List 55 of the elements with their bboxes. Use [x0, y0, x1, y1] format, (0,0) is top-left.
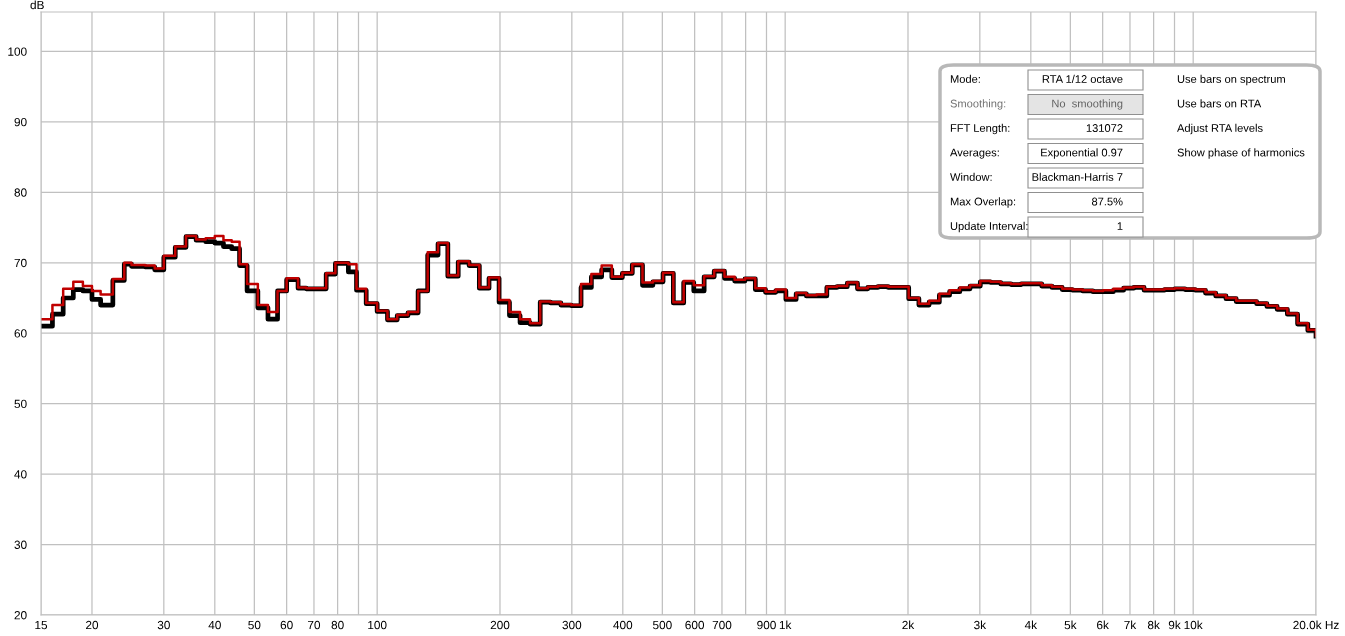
- x-tick-label: 200: [490, 620, 510, 630]
- x-tick-label: 100: [368, 620, 387, 630]
- x-tick-label: 2k: [902, 620, 915, 630]
- annotation: Window:: [950, 172, 992, 181]
- x-tick-label: 600: [685, 620, 705, 630]
- annotation: Blackman-Harris 7: [1032, 172, 1123, 181]
- annotation: Max Overlap:: [950, 197, 1016, 208]
- x-tick-label: 7k: [1124, 620, 1137, 630]
- x-tick-label: 500: [652, 620, 672, 630]
- y-tick-label: 80: [14, 188, 27, 197]
- x-tick-label: 30: [157, 620, 170, 630]
- x-tick-label: 60: [280, 620, 293, 630]
- annotation: Use bars on RTA: [1177, 99, 1262, 108]
- annotation: No smoothing: [1052, 99, 1123, 110]
- annotation: Use bars on spectrum: [1177, 74, 1285, 86]
- x-tick-label: 15: [35, 620, 48, 630]
- x-tick-label: 20: [86, 620, 99, 630]
- annotation: FFT Length:: [950, 123, 1010, 135]
- x-tick-label: 8k: [1147, 620, 1160, 630]
- y-axis-title: dB: [30, 0, 44, 10]
- x-tick-label: 900: [757, 620, 776, 630]
- annotation: Smoothing:: [950, 99, 1006, 110]
- y-tick-label: 30: [14, 540, 27, 549]
- y-tick-label: 40: [14, 470, 27, 479]
- annotation: Show phase of harmonics: [1177, 148, 1305, 159]
- annotation: 87.5%: [1091, 197, 1123, 206]
- annotation: 1: [1117, 222, 1123, 230]
- annotation: Averages:: [950, 148, 999, 159]
- annotation: Update Interval:: [950, 221, 1028, 233]
- x-tick-label: 40: [208, 620, 221, 630]
- annotation: 131072: [1086, 124, 1123, 132]
- x-tick-label: 4k: [1024, 620, 1038, 630]
- x-tick-label: 9k: [1168, 620, 1181, 630]
- x-tick-label: 6k: [1097, 620, 1109, 630]
- y-tick-label: 70: [14, 258, 27, 268]
- annotation: RTA 1/12 octave: [1042, 74, 1123, 83]
- x-tick-label: 700: [712, 620, 732, 630]
- annotation: Exponential 0.97: [1041, 148, 1123, 159]
- y-tick-label: 60: [14, 329, 27, 338]
- x-tick-label: 400: [613, 620, 633, 630]
- y-tick-label: 100: [8, 47, 27, 56]
- x-tick-label: 1k: [779, 620, 792, 630]
- x-tick-label: 20.0k Hz: [1293, 620, 1339, 630]
- x-tick-label: 50: [248, 620, 261, 630]
- x-tick-label: 80: [331, 620, 344, 630]
- y-tick-label: 20: [14, 611, 27, 620]
- x-tick-label: 3k: [974, 620, 987, 630]
- annotation: Adjust RTA levels: [1177, 123, 1263, 135]
- x-tick-label: 5k: [1064, 620, 1077, 630]
- x-tick-label: 300: [562, 620, 582, 630]
- x-tick-label: 70: [308, 620, 321, 630]
- annotation: Mode:: [950, 74, 980, 83]
- y-tick-label: 50: [14, 399, 27, 409]
- x-tick-label: 10k: [1184, 620, 1203, 630]
- y-tick-label: 90: [14, 117, 27, 127]
